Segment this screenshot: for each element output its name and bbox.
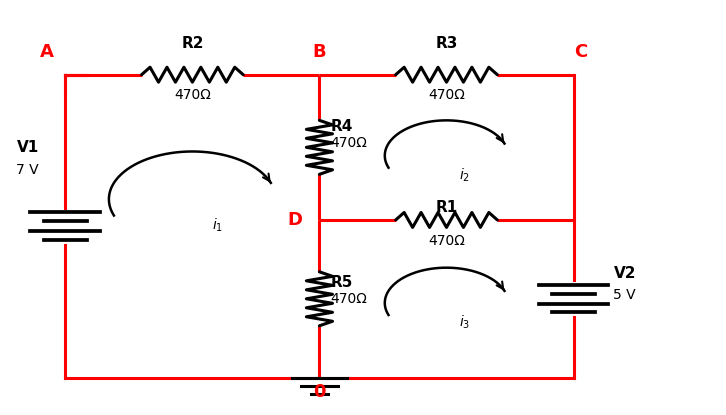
Text: V2: V2 <box>613 266 636 281</box>
Text: 470Ω: 470Ω <box>428 234 465 248</box>
Text: $i_3$: $i_3$ <box>460 314 470 331</box>
Text: 470Ω: 470Ω <box>428 88 465 103</box>
Text: R3: R3 <box>436 36 457 51</box>
Text: B: B <box>313 43 326 61</box>
Text: 470Ω: 470Ω <box>330 292 367 306</box>
Text: 5 V: 5 V <box>613 288 636 302</box>
Text: V1: V1 <box>17 140 38 155</box>
Text: R1: R1 <box>436 200 457 215</box>
Text: C: C <box>574 43 587 61</box>
Text: 0: 0 <box>313 383 326 401</box>
Text: 470Ω: 470Ω <box>174 88 211 103</box>
Text: R2: R2 <box>182 36 203 51</box>
Text: D: D <box>287 211 302 229</box>
Text: R5: R5 <box>330 275 353 290</box>
Text: R4: R4 <box>330 119 353 134</box>
Text: $i_2$: $i_2$ <box>460 166 470 184</box>
Text: 7 V: 7 V <box>16 163 39 177</box>
Text: A: A <box>40 43 54 61</box>
Text: $i_1$: $i_1$ <box>212 217 223 234</box>
Text: 470Ω: 470Ω <box>330 136 367 150</box>
